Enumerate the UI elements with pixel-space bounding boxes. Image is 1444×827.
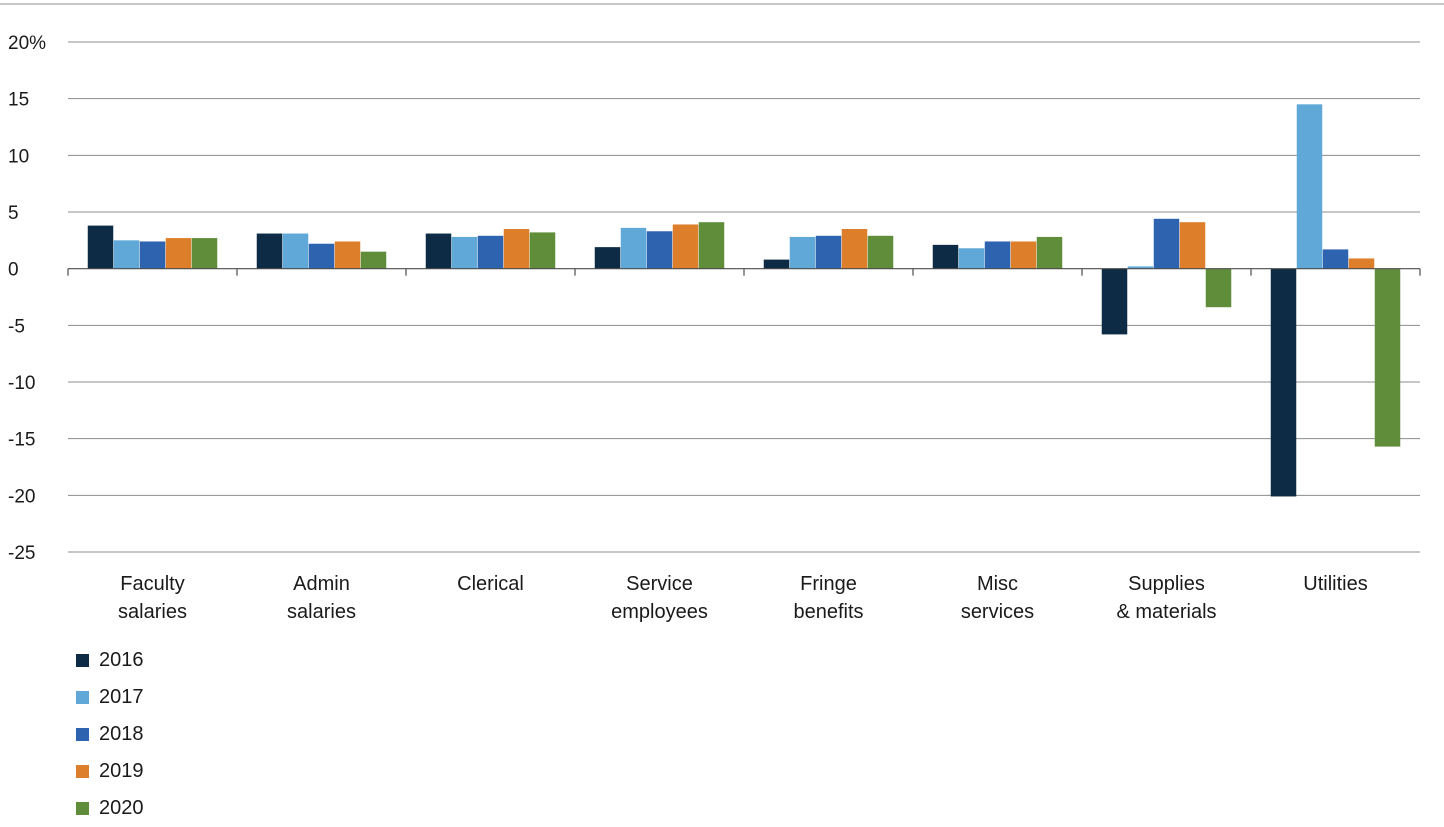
y-tick-label: -15 (8, 430, 35, 451)
legend-swatch (76, 691, 89, 704)
bar-2019 (673, 224, 699, 268)
y-tick-label: -10 (8, 373, 35, 394)
legend-item: 2018 (76, 716, 144, 753)
legend-label: 2020 (99, 797, 144, 820)
legend-item: 2016 (76, 642, 144, 679)
bar-2020 (699, 222, 725, 268)
legend-swatch (76, 654, 89, 667)
bar-2018 (1323, 249, 1349, 268)
legend-label: 2018 (99, 723, 144, 746)
bar-2018 (140, 241, 166, 268)
bar-2020 (868, 236, 894, 269)
category-label: Faculty salaries (118, 573, 187, 623)
bar-2017 (1297, 104, 1323, 268)
category-label: Supplies & materials (1116, 573, 1216, 623)
bar-2018 (816, 236, 842, 269)
category-label-line: Fringe (800, 573, 857, 595)
category-label-line: Misc (977, 573, 1018, 595)
category-label: Service employees (611, 573, 708, 623)
bar-2020 (361, 252, 387, 269)
legend-swatch (76, 802, 89, 815)
y-tick-label: 15 (8, 90, 29, 111)
category-label-line: services (961, 601, 1034, 623)
bar-2018 (985, 241, 1011, 268)
bar-2020 (1037, 237, 1063, 269)
legend-label: 2017 (99, 686, 144, 709)
bar-2017 (790, 237, 816, 269)
bar-2017 (283, 234, 309, 269)
category-label: Fringe benefits (793, 573, 863, 623)
category-label-line: Clerical (457, 573, 524, 595)
category-label: Clerical (457, 573, 524, 595)
category-label: Utilities (1303, 573, 1367, 595)
legend-item: 2020 (76, 790, 144, 827)
legend-swatch (76, 765, 89, 778)
bar-2019 (1180, 222, 1206, 268)
bar-2016 (764, 260, 790, 269)
bar-2016 (595, 247, 621, 269)
bar-2020 (1206, 269, 1232, 308)
y-tick-label: -20 (8, 486, 35, 507)
bar-2019 (504, 229, 530, 269)
y-tick-label: 20% (8, 33, 46, 54)
bar-2017 (959, 248, 985, 268)
category-label-line: Faculty (120, 573, 184, 595)
y-tick-label: 10 (8, 146, 29, 167)
category-label-line: salaries (287, 601, 356, 623)
legend: 2016 2017 2018 2019 2020 (76, 642, 144, 827)
bar-2016 (426, 234, 452, 269)
y-axis-tick-labels: 20% 15 10 5 0 -5 -10 -15 -20 -25 (8, 33, 46, 564)
bar-2020 (192, 238, 218, 269)
category-label-line: employees (611, 601, 708, 623)
legend-label: 2016 (99, 649, 144, 672)
bar-2018 (309, 244, 335, 269)
bar-2020 (1375, 269, 1401, 447)
category-label: Admin salaries (287, 573, 356, 623)
bar-2019 (166, 238, 192, 269)
y-tick-label: -25 (8, 543, 35, 564)
bar-2016 (1102, 269, 1128, 335)
bar-2017 (452, 237, 478, 269)
category-label-line: Supplies (1128, 573, 1205, 595)
y-tick-label: -5 (8, 316, 25, 337)
bar-2017 (114, 240, 140, 268)
bar-2016 (88, 226, 114, 269)
bar-2016 (257, 234, 283, 269)
category-label-line: Utilities (1303, 573, 1367, 595)
bar-2016 (1271, 269, 1297, 497)
legend-item: 2019 (76, 753, 144, 790)
category-label-line: benefits (793, 601, 863, 623)
bar-2018 (647, 231, 673, 268)
bar-2019 (335, 241, 361, 268)
legend-swatch (76, 728, 89, 741)
y-tick-label: 0 (8, 260, 19, 281)
legend-item: 2017 (76, 679, 144, 716)
legend-label: 2019 (99, 760, 144, 783)
bar-2020 (530, 232, 556, 268)
y-tick-label: 5 (8, 203, 19, 224)
category-label-line: & materials (1116, 601, 1216, 623)
bar-2018 (1154, 219, 1180, 269)
bar-2019 (842, 229, 868, 269)
category-labels: Faculty salaries Admin salaries Clerical Serv… (118, 573, 1368, 623)
category-label-line: salaries (118, 601, 187, 623)
bar-2019 (1011, 241, 1037, 268)
category-label-line: Admin (293, 573, 350, 595)
bar-2017 (621, 228, 647, 269)
category-label-line: Service (626, 573, 693, 595)
category-label: Misc services (961, 573, 1034, 623)
bar-2019 (1349, 258, 1375, 268)
bar-2018 (478, 236, 504, 269)
bar-2016 (933, 245, 959, 269)
bars (88, 104, 1401, 496)
